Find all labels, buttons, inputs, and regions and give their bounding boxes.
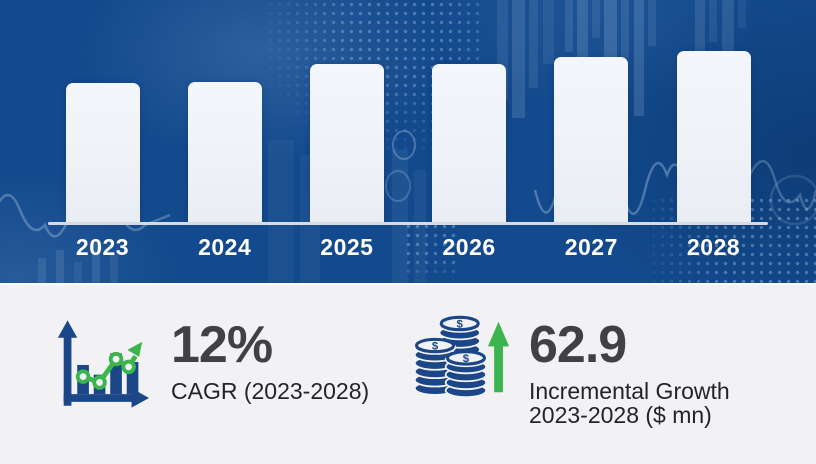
- bar-chart-growth-icon: [57, 320, 150, 408]
- incremental-growth-label-line1: Incremental Growth: [529, 378, 730, 404]
- chart-bar-2024: [187, 82, 262, 222]
- svg-text:$: $: [432, 341, 439, 353]
- x-axis-label-2028: 2028: [686, 234, 741, 260]
- svg-text:$: $: [457, 318, 464, 330]
- chart-bar-2025: [309, 64, 384, 222]
- x-axis-label-2023: 2023: [75, 234, 130, 260]
- coins-growth-icon: $ $ $: [413, 315, 510, 399]
- stats-section: 12% CAGR (2023-2028) $: [0, 283, 816, 464]
- cagr-value: 12%: [171, 316, 273, 374]
- chart-bar-2026: [432, 64, 507, 222]
- chart-bar-2028: [676, 51, 751, 222]
- cagr-label: CAGR (2023-2028): [171, 378, 370, 404]
- market-chart-section: 2023 2024 2025 2026 2027 2028: [0, 0, 816, 283]
- chart-bar-2023: [65, 83, 140, 222]
- up-arrow-icon: [487, 321, 510, 393]
- x-axis-label-2025: 2025: [320, 234, 374, 260]
- x-axis-label-2026: 2026: [442, 234, 496, 260]
- incremental-growth-label-line2: 2023-2028 ($ mn): [529, 402, 712, 428]
- x-axis-label-2027: 2027: [564, 234, 618, 260]
- coin-stacks-icon: $ $ $: [413, 315, 488, 399]
- x-axis-line: [48, 222, 768, 225]
- dot-grid-decoration: [404, 222, 458, 283]
- svg-text:$: $: [463, 353, 470, 365]
- incremental-growth-value: 62.9: [529, 316, 627, 374]
- chart-bar-2027: [554, 57, 629, 222]
- x-axis-label-2024: 2024: [198, 234, 252, 260]
